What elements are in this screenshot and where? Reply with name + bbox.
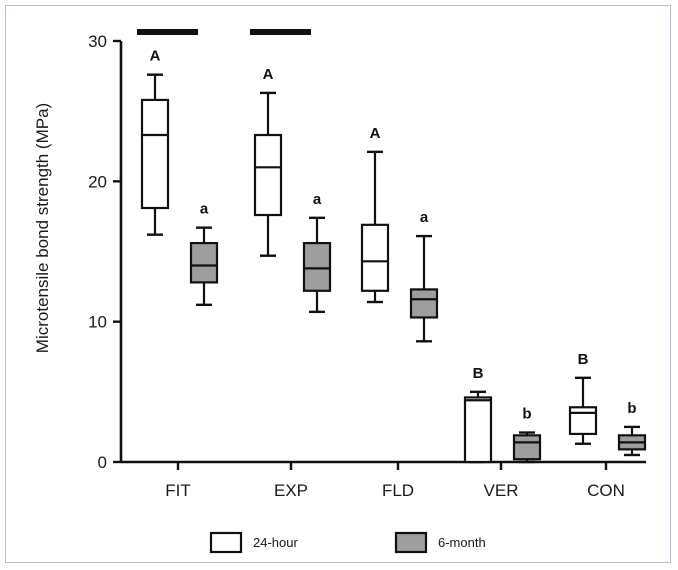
box-6-month-CON: b: [617, 400, 647, 457]
significance-letter: A: [370, 125, 381, 142]
x-tick-label: FIT: [165, 481, 191, 500]
legend: 24-hour 6-month: [209, 531, 486, 554]
box-iqr: [568, 406, 598, 436]
x-tick-label: VER: [484, 481, 519, 500]
y-tick-label: 10: [88, 313, 107, 332]
figure-frame: Microtensile bond strength (MPa) 0 10 20 30…: [5, 5, 671, 563]
box-6-month-EXP: a: [302, 191, 332, 314]
box-iqr: [253, 133, 283, 217]
legend-label: 6-month: [438, 535, 486, 550]
box-24-hour-FIT: A: [140, 48, 170, 236]
significance-letter: b: [522, 406, 531, 423]
box-iqr: [140, 98, 170, 210]
significance-letter: a: [200, 201, 209, 218]
box-iqr: [189, 241, 219, 284]
legend-item-6-month: 6-month: [394, 531, 486, 554]
legend-label: 24-hour: [253, 535, 298, 550]
box-24-hour-FLD: A: [360, 125, 390, 304]
box-plot-chart: Microtensile bond strength (MPa) 0 10 20 30…: [33, 29, 647, 554]
box-24-hour-VER: B: [463, 365, 493, 464]
significance-letter: b: [627, 400, 636, 417]
significance-letter: B: [473, 365, 484, 382]
significance-letter: A: [150, 48, 161, 65]
y-tick-label: 20: [88, 172, 107, 191]
y-tick-label: 30: [88, 32, 107, 51]
box-24-hour-CON: B: [568, 351, 598, 445]
box-iqr: [360, 223, 390, 292]
x-tick-label: EXP: [274, 481, 308, 500]
significance-letter: B: [578, 351, 589, 368]
y-axis-label: Microtensile bond strength (MPa): [33, 103, 52, 353]
box-6-month-FIT: a: [189, 201, 219, 307]
significance-letter: a: [420, 209, 429, 226]
box-24-hour-EXP: A: [253, 66, 283, 257]
legend-swatch: [394, 531, 428, 554]
box-iqr: [302, 241, 332, 292]
box-iqr: [512, 434, 542, 461]
significance-letter: a: [313, 191, 322, 208]
x-tick-label: CON: [587, 481, 625, 500]
y-tick-label: 0: [98, 453, 107, 472]
box-iqr: [409, 288, 439, 319]
legend-item-24-hour: 24-hour: [209, 531, 298, 554]
box-6-month-VER: b: [512, 406, 542, 464]
box-6-month-FLD: a: [409, 209, 439, 343]
x-tick-label: FLD: [382, 481, 414, 500]
box-iqr: [463, 396, 493, 464]
legend-swatch: [209, 531, 243, 554]
significance-letter: A: [263, 66, 274, 83]
